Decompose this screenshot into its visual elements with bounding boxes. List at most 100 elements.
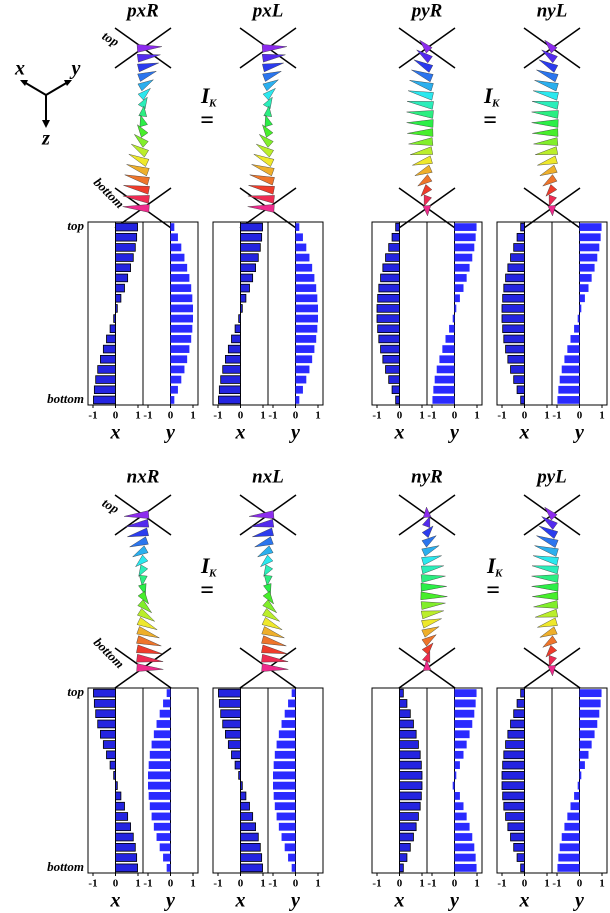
x-tick-label: 0 bbox=[577, 878, 583, 890]
triad-arrow bbox=[46, 82, 68, 95]
bar bbox=[150, 751, 171, 759]
spin-cone bbox=[250, 175, 275, 185]
bar bbox=[171, 284, 192, 292]
bar bbox=[148, 782, 171, 790]
bar bbox=[241, 864, 263, 872]
axis-label: x bbox=[110, 422, 121, 444]
spin-cone bbox=[129, 154, 149, 166]
axis-label: y bbox=[164, 890, 175, 912]
bar bbox=[103, 741, 115, 749]
spin-cone bbox=[424, 195, 431, 206]
bar bbox=[282, 833, 296, 841]
spin-cone bbox=[532, 583, 559, 591]
spin-cone bbox=[255, 537, 274, 547]
bar bbox=[504, 751, 525, 759]
bar bbox=[110, 325, 115, 333]
bar bbox=[571, 335, 580, 343]
bar bbox=[171, 366, 185, 374]
spin-cone bbox=[262, 664, 289, 672]
x-tick-label: -1 bbox=[143, 878, 152, 890]
bar bbox=[171, 233, 178, 241]
bar bbox=[241, 833, 259, 841]
bar bbox=[235, 761, 240, 769]
bar bbox=[296, 274, 315, 282]
bar bbox=[521, 396, 525, 404]
x-tick-label: 1 bbox=[419, 410, 425, 422]
bar bbox=[218, 689, 240, 697]
x-tick-label: 1 bbox=[135, 410, 141, 422]
bar bbox=[100, 730, 115, 738]
bar bbox=[241, 254, 259, 262]
bar bbox=[455, 274, 467, 282]
axis-label: y bbox=[573, 422, 584, 444]
bar bbox=[558, 854, 579, 862]
bar bbox=[116, 274, 128, 282]
x-tick-label: 0 bbox=[113, 410, 119, 422]
bar bbox=[241, 792, 246, 800]
axis-label: x bbox=[235, 890, 246, 912]
x-tick-label: -1 bbox=[372, 878, 381, 890]
spin-cone bbox=[532, 129, 558, 137]
bar bbox=[241, 305, 243, 313]
spin-cone bbox=[262, 125, 273, 138]
spin-cone bbox=[410, 80, 434, 91]
bar bbox=[400, 700, 407, 708]
bar bbox=[508, 264, 525, 272]
bar bbox=[116, 305, 118, 313]
bar bbox=[273, 782, 296, 790]
axis-label: y bbox=[573, 890, 584, 912]
bar bbox=[455, 771, 457, 779]
bar bbox=[502, 771, 525, 779]
bar bbox=[558, 386, 579, 394]
x-tick-label: 0 bbox=[293, 878, 299, 890]
spin-cone bbox=[263, 71, 282, 81]
bar bbox=[116, 782, 118, 790]
spin-cone bbox=[540, 165, 557, 176]
bar bbox=[562, 833, 580, 841]
bar bbox=[152, 813, 171, 821]
spin-cone bbox=[124, 511, 149, 519]
spin-cone bbox=[123, 185, 149, 194]
bar bbox=[564, 823, 579, 831]
bar bbox=[455, 864, 477, 872]
bar bbox=[171, 315, 194, 323]
spin-cone bbox=[409, 138, 433, 146]
axis-label: y bbox=[448, 890, 459, 912]
bar bbox=[378, 325, 400, 333]
spin-cone bbox=[543, 175, 557, 187]
spin-cone bbox=[422, 635, 436, 647]
bar bbox=[557, 864, 579, 872]
bar bbox=[574, 325, 579, 333]
axis-label: x bbox=[519, 890, 530, 912]
bar bbox=[116, 233, 137, 241]
bar bbox=[503, 294, 525, 302]
bar bbox=[171, 335, 192, 343]
x-tick-label: 1 bbox=[474, 878, 480, 890]
equivalence-relation: = bbox=[200, 578, 214, 604]
spin-cone bbox=[256, 144, 273, 157]
spin-cone bbox=[532, 566, 559, 574]
spin-cone bbox=[248, 195, 275, 203]
spin-cone bbox=[549, 195, 556, 206]
bar bbox=[517, 854, 524, 862]
bar bbox=[171, 305, 194, 313]
bar bbox=[580, 294, 585, 302]
bar bbox=[239, 771, 241, 779]
x-tick-label: 1 bbox=[474, 410, 480, 422]
spin-cone bbox=[534, 138, 558, 146]
spin-cone bbox=[532, 101, 559, 109]
bar bbox=[400, 720, 414, 728]
equivalence-relation: = bbox=[486, 578, 500, 604]
spin-cone bbox=[421, 583, 447, 591]
spin-cone bbox=[417, 50, 433, 63]
spin-cone bbox=[421, 184, 432, 196]
spin-cone bbox=[138, 600, 152, 613]
bar bbox=[580, 223, 602, 231]
x-tick-label: -1 bbox=[427, 878, 436, 890]
bar bbox=[116, 254, 134, 262]
x-tick-label: 0 bbox=[113, 878, 119, 890]
bar bbox=[154, 823, 171, 831]
x-tick-label: 1 bbox=[599, 410, 605, 422]
bar bbox=[171, 223, 175, 231]
x-tick-label: 0 bbox=[452, 878, 458, 890]
